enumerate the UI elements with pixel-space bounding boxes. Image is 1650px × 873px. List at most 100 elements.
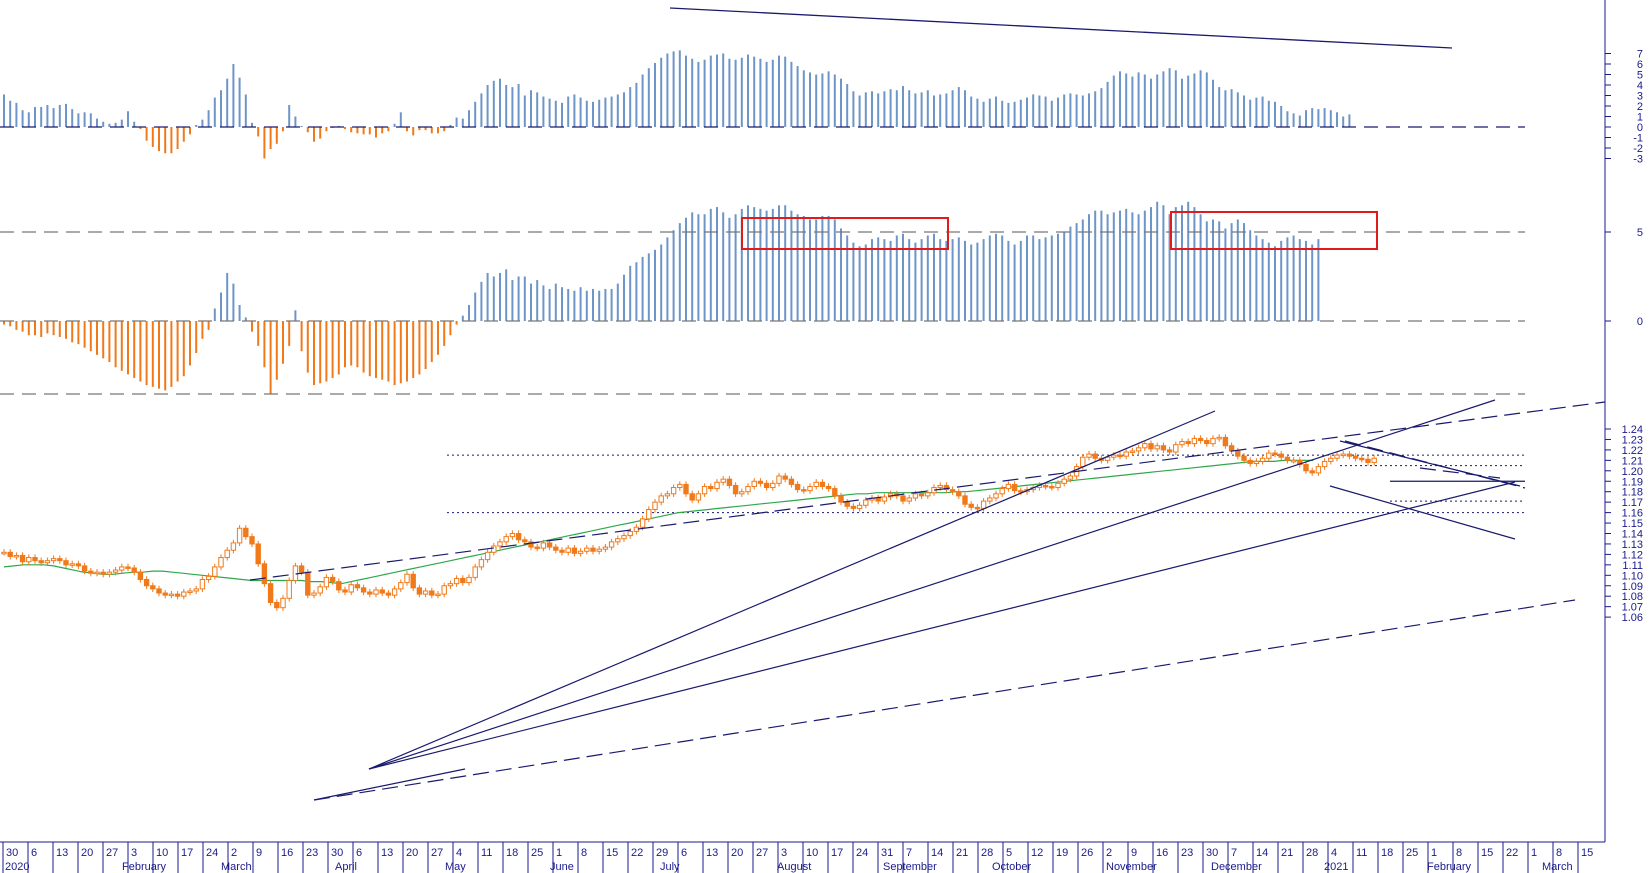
- x-day-label: 27: [106, 847, 118, 859]
- x-day-label: 20: [731, 847, 743, 859]
- x-day-label: 16: [1156, 847, 1168, 859]
- candle-body: [50, 558, 57, 562]
- candle-body: [404, 573, 410, 584]
- x-day-label: 4: [456, 847, 462, 859]
- candle-body: [1179, 441, 1185, 446]
- candle-body: [1247, 459, 1253, 464]
- x-day-label: 27: [431, 847, 443, 859]
- x-day-label: 30: [1206, 847, 1218, 859]
- candle-body: [1253, 460, 1260, 464]
- x-day-label: 21: [1281, 847, 1293, 859]
- candle-body: [732, 484, 739, 495]
- x-day-label: 13: [381, 847, 393, 859]
- x-day-label: 13: [56, 847, 68, 859]
- candle-body: [94, 571, 100, 575]
- candle-body: [794, 483, 801, 491]
- candle-body: [745, 485, 751, 493]
- x-day-label: 15: [1481, 847, 1493, 859]
- candle-body: [1061, 478, 1067, 484]
- x-day-label: 14: [931, 847, 943, 859]
- candle-body: [453, 577, 460, 585]
- candle-body: [553, 546, 559, 551]
- candle-body: [1160, 445, 1167, 451]
- candle-body: [267, 583, 274, 603]
- candle-body: [1055, 482, 1061, 489]
- candle-body: [1340, 453, 1346, 457]
- candle-body: [825, 485, 832, 490]
- x-month-label: November: [1106, 861, 1157, 873]
- x-month-label: February: [122, 861, 167, 873]
- candle-body: [571, 547, 578, 554]
- candle-body: [1135, 447, 1142, 452]
- x-month-label: April: [335, 861, 357, 873]
- candle-body: [125, 566, 131, 569]
- y-tick-label-top: -3: [1633, 154, 1643, 166]
- candle-body: [224, 549, 230, 559]
- candle-body: [205, 575, 212, 580]
- candle-body: [503, 536, 509, 543]
- candle-body: [143, 578, 150, 587]
- candle-body: [850, 505, 857, 509]
- x-day-label: 6: [681, 847, 687, 859]
- candle-body: [391, 588, 398, 596]
- candle-body: [1005, 483, 1012, 490]
- candle-body: [1142, 443, 1148, 449]
- x-day-label: 13: [706, 847, 718, 859]
- candle-body: [726, 478, 733, 486]
- candle-body: [1185, 441, 1191, 445]
- y-tick-label-price: 1.07: [1622, 602, 1643, 614]
- candle-body: [298, 565, 305, 573]
- candle-body: [236, 527, 243, 544]
- candle-body: [522, 539, 528, 543]
- candle-body: [577, 550, 584, 554]
- x-day-label: 20: [81, 847, 93, 859]
- candle-body: [435, 593, 441, 597]
- candle-body: [106, 571, 113, 575]
- y-tick-label-price: 1.20: [1622, 466, 1643, 478]
- candle-body: [1309, 470, 1315, 474]
- candle-body: [1104, 456, 1111, 461]
- x-day-label: 7: [906, 847, 912, 859]
- x-day-label: 8: [581, 847, 587, 859]
- candle-body: [429, 590, 435, 596]
- candle-body: [1266, 452, 1272, 459]
- x-day-label: 3: [781, 847, 787, 859]
- candle-body: [1173, 444, 1179, 453]
- trendline-dashed: [313, 599, 1576, 801]
- candle-body: [856, 504, 863, 509]
- candle-body: [565, 547, 571, 553]
- y-tick-label-price: 1.11: [1622, 560, 1643, 572]
- x-month-label: June: [550, 861, 574, 873]
- x-day-label: 31: [881, 847, 893, 859]
- x-day-label: 27: [756, 847, 768, 859]
- x-day-label: 11: [481, 847, 492, 859]
- x-day-label: 5: [1006, 847, 1012, 859]
- candle-body: [1278, 453, 1284, 458]
- x-day-label: 28: [981, 847, 993, 859]
- candle-body: [261, 563, 268, 585]
- x-day-label: 21: [956, 847, 968, 859]
- candle-body: [286, 580, 292, 599]
- candle-body: [354, 584, 361, 589]
- candle-body: [26, 557, 32, 563]
- x-day-label: 23: [306, 847, 318, 859]
- candle-body: [1235, 450, 1241, 457]
- candle-body: [1011, 483, 1018, 492]
- candle-body: [540, 542, 547, 549]
- candle-body: [212, 566, 218, 577]
- candle-body: [801, 489, 807, 492]
- y-tick-label-price: 1.19: [1622, 476, 1643, 488]
- candle-body: [683, 483, 689, 495]
- x-month-label: 2020: [5, 861, 29, 873]
- candle-body: [19, 554, 26, 563]
- x-day-label: 3: [131, 847, 137, 859]
- candle-body: [1303, 464, 1309, 472]
- x-day-label: 30: [6, 847, 18, 859]
- highlight-box-1: [741, 217, 949, 250]
- candle-body: [447, 583, 454, 587]
- x-day-label: 2: [1106, 847, 1112, 859]
- candle-body: [360, 587, 367, 593]
- candle-body: [509, 533, 516, 538]
- y-tick-label-top: 2: [1637, 101, 1643, 113]
